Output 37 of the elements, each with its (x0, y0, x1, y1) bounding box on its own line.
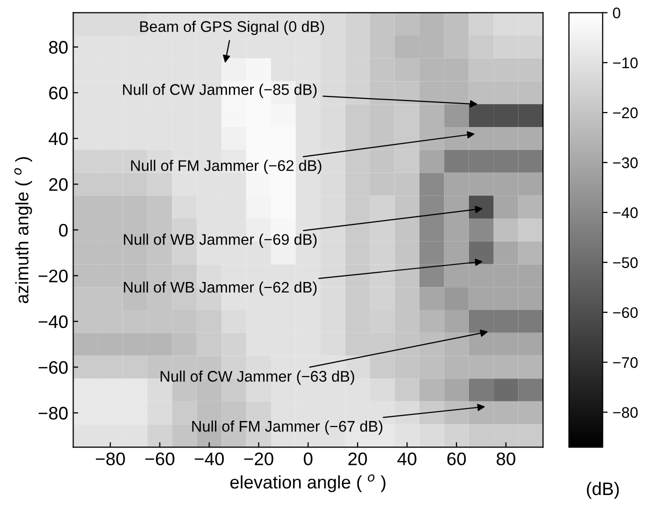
x-tick-label: 80 (496, 452, 516, 466)
annotation: Null of CW Jammer (−85 dB) (123, 84, 317, 98)
x-tick-label: −20 (244, 452, 274, 466)
color-bar-label: −60 (613, 307, 638, 318)
annotation: Null of WB Jammer (−69 dB) (124, 234, 317, 248)
color-bar-label: −80 (613, 407, 638, 418)
color-bar-label: 0 (612, 8, 620, 18)
x-tick-label: 0 (304, 452, 312, 466)
y-axis-title: azimuth angle ( $^{o}$ ) (14, 157, 32, 304)
annotation: Null of WB Jammer (−62 dB) (124, 281, 317, 296)
y-tick-label: −20 (38, 270, 68, 282)
x-tick-label: 20 (348, 452, 367, 466)
y-tick-label: −60 (38, 361, 68, 374)
y-tick-label: −80 (38, 406, 68, 420)
x-axis-title: elevation angle ( $^{o}$ ) (230, 474, 386, 492)
color-bar-label: −50 (613, 257, 638, 268)
annotation: Null of FM Jammer (−62 dB) (131, 160, 322, 174)
color-bar-label: −40 (613, 207, 638, 218)
annotation: Null of FM Jammer (−67 dB) (192, 420, 382, 435)
color-bar-label: −10 (613, 57, 638, 68)
annotation: Null of CW Jammer (−63 dB) (160, 370, 354, 385)
x-tick-label: −80 (96, 452, 125, 466)
y-tick-label: 60 (49, 86, 68, 100)
y-tick-label: 0 (59, 224, 68, 237)
color-bar-label: −70 (613, 357, 638, 368)
annotation: Beam of GPS Signal (0 dB) (140, 20, 324, 36)
color-bar-label: −20 (613, 107, 638, 118)
color-bar-title: (dB) (586, 482, 619, 499)
y-tick-label: 80 (49, 40, 68, 54)
y-tick-label: 20 (49, 178, 68, 191)
y-tick-label: 40 (48, 132, 68, 146)
x-tick-label: −40 (194, 452, 224, 466)
x-tick-label: 40 (397, 452, 416, 466)
y-tick-label: −40 (38, 315, 68, 328)
color-bar-label: −30 (613, 157, 638, 168)
x-tick-label: −60 (145, 452, 174, 466)
x-tick-label: 60 (447, 452, 466, 466)
